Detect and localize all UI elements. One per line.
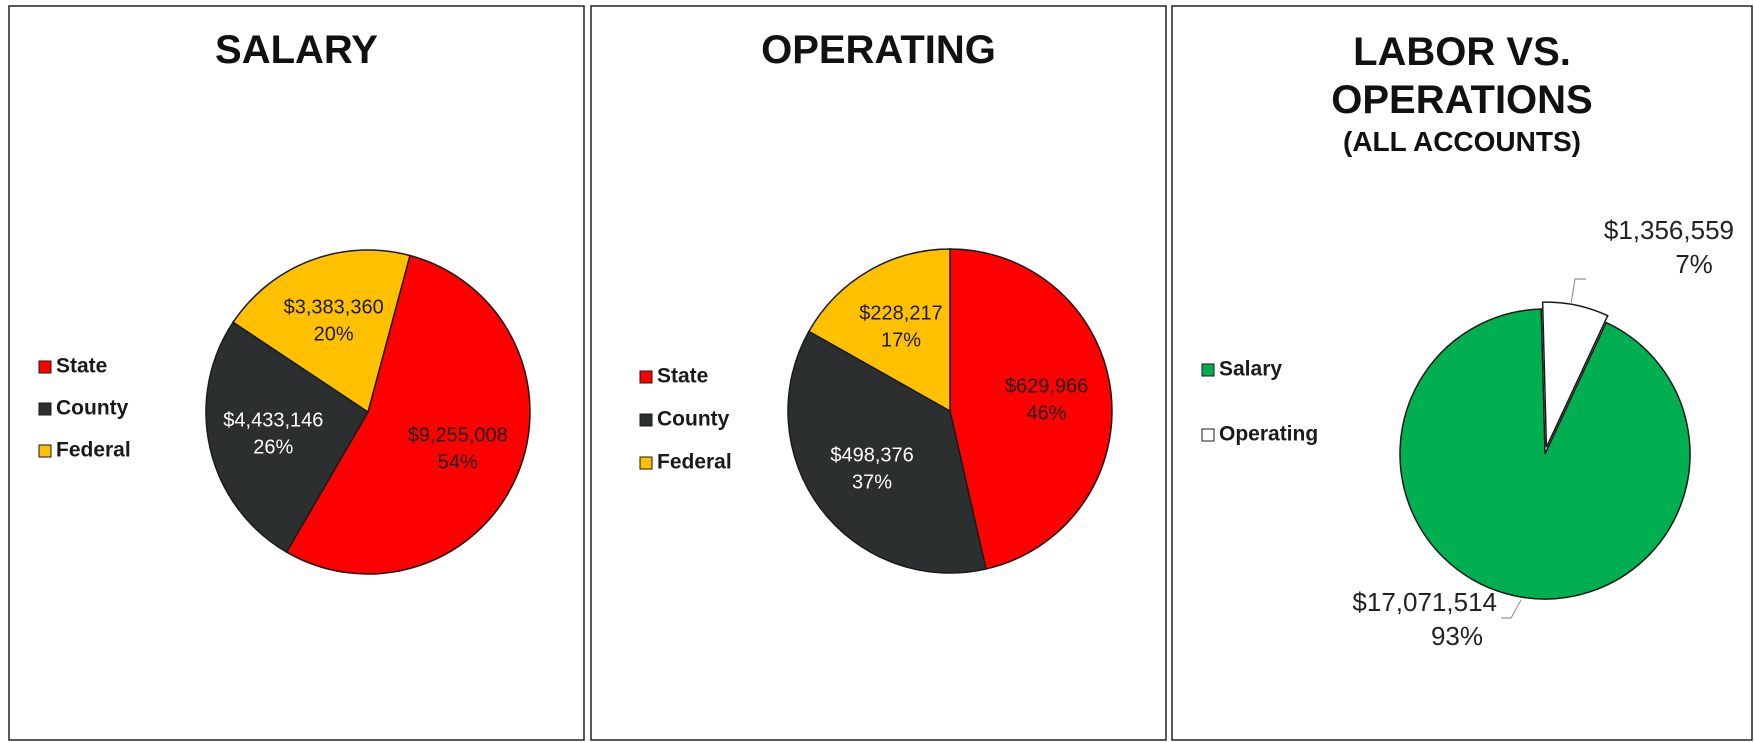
chart-subtitle: (ALL ACCOUNTS) (1343, 126, 1581, 157)
pie-slice (285, 254, 531, 575)
data-label: $17,071,514 (1352, 587, 1497, 617)
pie-slice (787, 330, 987, 574)
percent-label: 37% (852, 471, 892, 493)
legend-label: Salary (1219, 358, 1282, 381)
data-label: $3,383,360 (284, 296, 384, 318)
panel (8, 5, 585, 741)
legend-label: State (56, 355, 107, 378)
legend-swatch (639, 456, 653, 470)
leader-line (1570, 278, 1586, 305)
pie-slice (1399, 308, 1691, 600)
pie-slice (1541, 301, 1609, 448)
percent-label: 93% (1431, 621, 1483, 651)
panel (1171, 5, 1753, 741)
pie-slice (807, 248, 951, 413)
pie-slice (949, 248, 1113, 570)
percent-label: 26% (253, 436, 293, 458)
chart-title: LABOR VS. OPERATIONS (1331, 30, 1593, 122)
panel (590, 5, 1167, 741)
legend-swatch (639, 370, 653, 384)
legend-swatch (1201, 428, 1215, 442)
data-label: $228,217 (859, 302, 942, 324)
percent-label: 7% (1675, 249, 1713, 279)
chart-title: OPERATING (761, 28, 996, 72)
legend-label: Operating (1219, 423, 1318, 446)
legend-swatch (639, 413, 653, 427)
data-label: $498,376 (830, 444, 913, 466)
data-label: $629,966 (1005, 375, 1088, 397)
legend-swatch (38, 402, 52, 416)
percent-label: 17% (881, 329, 921, 351)
legend-label: State (657, 365, 708, 388)
legend-swatch (38, 444, 52, 458)
data-label: $4,433,146 (223, 409, 323, 431)
data-label: $9,255,008 (408, 425, 508, 447)
percent-label: 20% (314, 323, 354, 345)
legend-label: County (657, 408, 730, 431)
legend-label: Federal (657, 451, 732, 474)
legend-swatch (1201, 363, 1215, 377)
legend-label: Federal (56, 439, 131, 462)
chart-title: SALARY (215, 28, 378, 72)
legend-label: County (56, 397, 129, 420)
data-label: $1,356,559 (1604, 215, 1734, 245)
pie-slice (205, 321, 370, 554)
percent-label: 54% (438, 452, 478, 474)
pie-slice (232, 249, 411, 414)
leader-line (1501, 599, 1522, 619)
legend-swatch (38, 360, 52, 374)
percent-label: 46% (1027, 402, 1067, 424)
